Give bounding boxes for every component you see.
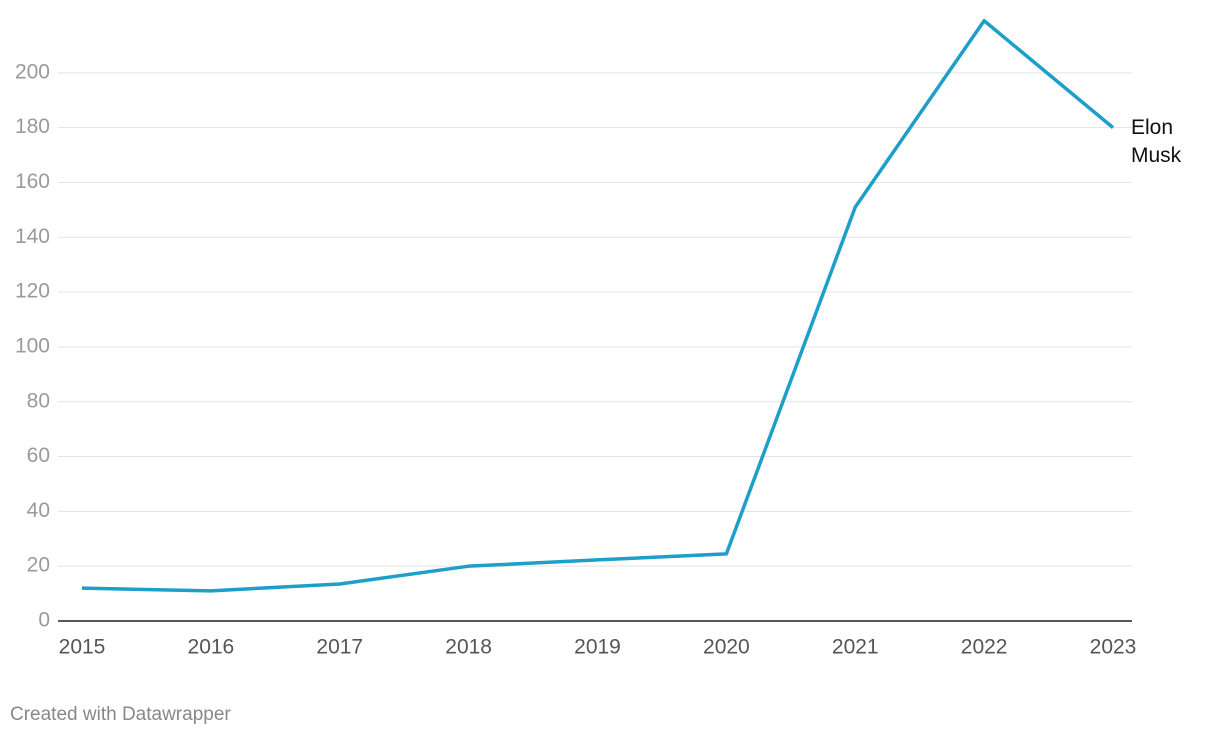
credit: Created with Datawrapper: [10, 704, 231, 725]
series-label: Elon Musk: [1131, 115, 1182, 167]
y-tick-label: 60: [27, 444, 50, 467]
x-tick-label: 2020: [703, 636, 750, 659]
y-tick-label: 160: [15, 170, 50, 193]
x-tick-label: 2017: [316, 636, 363, 659]
y-tick-label: 100: [15, 334, 50, 357]
y-tick-label: 80: [27, 389, 50, 412]
y-tick-label: 120: [15, 280, 50, 303]
x-tick-label: 2019: [574, 636, 621, 659]
y-tick-label: 20: [27, 554, 50, 577]
x-tick-label: 2016: [188, 636, 235, 659]
y-tick-label: 40: [27, 499, 50, 522]
y-tick-label: 200: [15, 60, 50, 83]
x-tick-label: 2015: [59, 636, 106, 659]
series-line: [81, 18, 1115, 593]
x-tick-label: 2018: [445, 636, 492, 659]
x-tick-label: 2021: [832, 636, 879, 659]
y-tick-label: 180: [15, 115, 50, 138]
x-tick-label: 2022: [961, 636, 1008, 659]
series-label-box: Elon Musk: [1131, 115, 1182, 167]
x-tick-label: 2023: [1090, 636, 1137, 659]
y-tick-label: 140: [15, 225, 50, 248]
y-tick-label: 0: [38, 609, 50, 632]
